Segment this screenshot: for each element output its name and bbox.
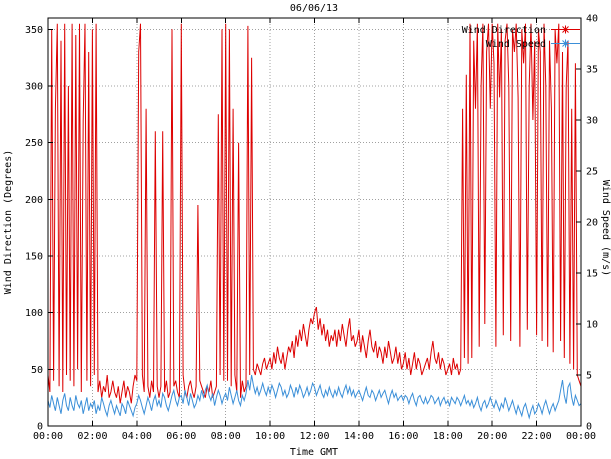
- data-series: [47, 23, 582, 420]
- x-tick-label: 22:00: [522, 431, 552, 442]
- y-axis-right-label: Wind Speed (m/s): [600, 180, 611, 276]
- x-tick-label: 10:00: [255, 431, 285, 442]
- x-tick-label: 04:00: [122, 431, 152, 442]
- x-tick-label: 14:00: [344, 431, 374, 442]
- legend-label-wind-speed: Wind Speed: [486, 39, 546, 50]
- y-left-tick-label: 50: [31, 365, 43, 376]
- y-left-tick-label: 250: [25, 138, 43, 149]
- x-tick-label: 00:00: [33, 431, 63, 442]
- x-tick-label: 12:00: [299, 431, 329, 442]
- x-axis-label: Time GMT: [290, 447, 338, 458]
- legend: Wind Direction Wind Speed: [462, 25, 580, 50]
- y-right-tick-label: 40: [586, 14, 598, 25]
- y-left-tick-label: 200: [25, 195, 43, 206]
- x-tick-label: 18:00: [433, 431, 463, 442]
- y-axis-left-label: Wind Direction (Degrees): [3, 150, 14, 295]
- y-right-tick-label: 10: [586, 320, 598, 331]
- x-tick-label: 08:00: [211, 431, 241, 442]
- x-tick-label: 20:00: [477, 431, 507, 442]
- y-left-tick-label: 350: [25, 25, 43, 36]
- axes: 00:00 02:00 04:00 06:00 08:00 10:00 12:00 14:00…: [25, 14, 598, 443]
- series-wind-direction: [47, 23, 582, 404]
- y-right-tick-label: 35: [586, 65, 598, 76]
- y-right-tick-label: 0: [586, 422, 592, 433]
- series-wind-speed: [47, 374, 582, 420]
- y-right-tick-label: 25: [586, 167, 598, 178]
- legend-line-samples: [551, 25, 580, 48]
- grid-lines: [48, 18, 581, 426]
- x-tick-label: 16:00: [388, 431, 418, 442]
- y-right-tick-label: 15: [586, 269, 598, 280]
- y-right-tick-label: 5: [586, 371, 592, 382]
- y-left-tick-label: 0: [37, 422, 43, 433]
- y-left-tick-label: 150: [25, 252, 43, 263]
- x-tick-label: 06:00: [166, 431, 196, 442]
- y-left-tick-label: 100: [25, 308, 43, 319]
- y-left-tick-label: 300: [25, 82, 43, 93]
- x-tick-label: 02:00: [77, 431, 107, 442]
- legend-label-wind-direction: Wind Direction: [462, 25, 546, 36]
- y-right-tick-label: 30: [586, 116, 598, 127]
- plot-title: 06/06/13: [290, 3, 338, 14]
- x-tick-label: 00:00: [566, 431, 596, 442]
- y-right-tick-label: 20: [586, 218, 598, 229]
